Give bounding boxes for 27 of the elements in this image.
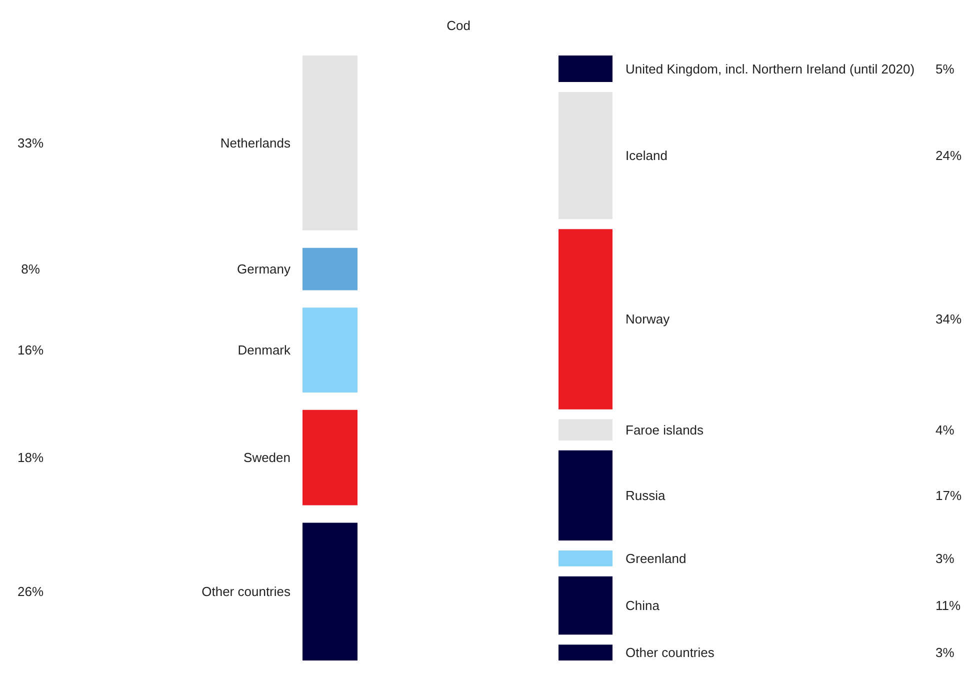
text: Cod <box>446 18 470 33</box>
data-label: 34% <box>936 312 962 327</box>
category-label: Sweden <box>244 450 291 466</box>
category-label: Russia <box>626 488 666 503</box>
data-label: 3% <box>936 645 955 660</box>
data-label: 3% <box>936 550 955 566</box>
category-label: Netherlands <box>220 135 291 150</box>
category-label: China <box>626 598 660 613</box>
category-label: Norway <box>626 312 670 327</box>
category-label: Iceland <box>626 148 668 164</box>
category-label: Other countries <box>626 645 715 660</box>
data-label: 16% <box>17 342 44 358</box>
data-label: 26% <box>17 584 44 600</box>
data-label: 4% <box>936 422 955 438</box>
data-label: 5% <box>936 61 955 76</box>
category-label: Faroe islands <box>626 422 704 438</box>
data-label: 8% <box>21 262 40 277</box>
category-label: Other countries <box>202 584 291 600</box>
category-label: United Kingdom, incl. Northern Ireland (until 2020) <box>626 61 915 76</box>
data-label: 17% <box>936 488 962 503</box>
category-label: Denmark <box>238 342 291 358</box>
category-label: Germany <box>237 262 291 277</box>
data-label: 24% <box>936 148 962 164</box>
data-label: 18% <box>17 450 44 466</box>
data-label: 33% <box>17 135 44 150</box>
category-label: Greenland <box>626 550 686 566</box>
data-label: 11% <box>936 598 961 613</box>
